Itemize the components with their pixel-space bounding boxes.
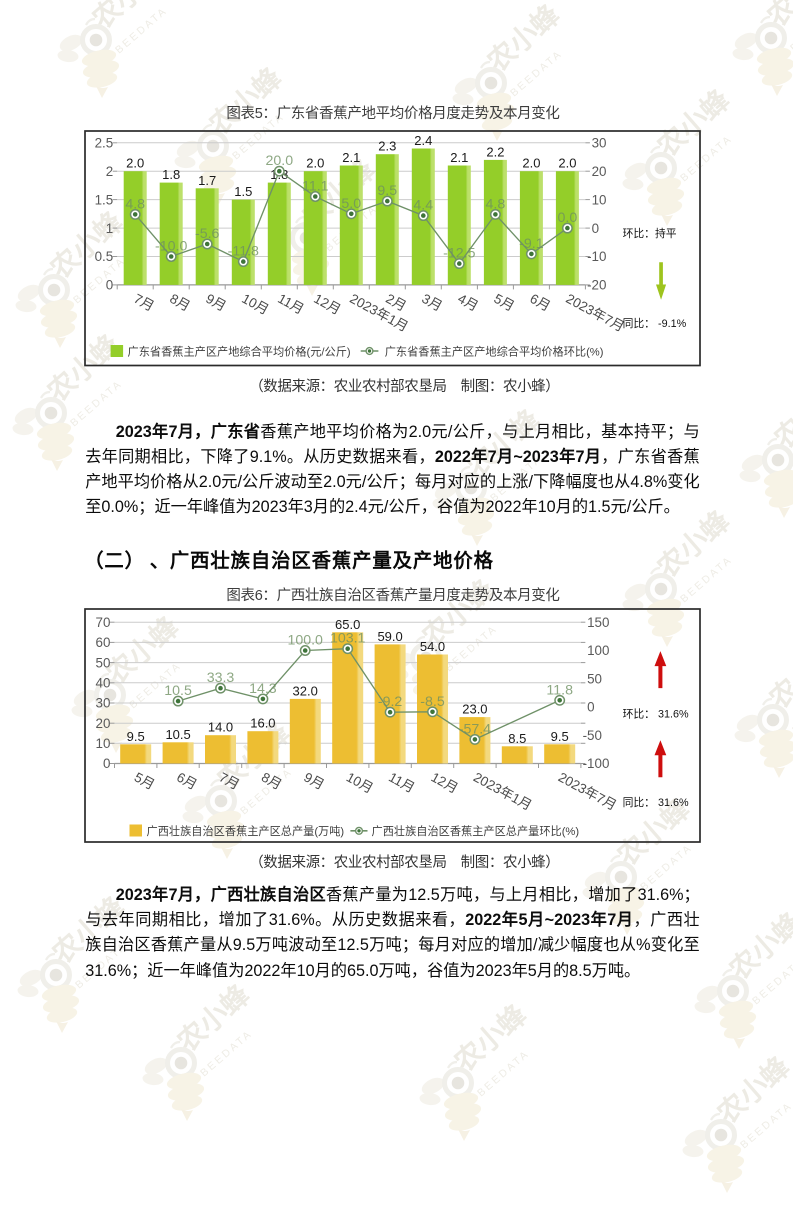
svg-text:0: 0 (587, 700, 594, 715)
svg-text:2.5: 2.5 (95, 136, 114, 151)
svg-text:20.0: 20.0 (265, 153, 293, 169)
svg-text:0: 0 (106, 278, 113, 293)
svg-text:0.5: 0.5 (95, 249, 114, 264)
svg-text:65.0: 65.0 (335, 617, 360, 632)
svg-text:30: 30 (592, 136, 607, 151)
svg-text:-10: -10 (587, 249, 606, 264)
svg-text:2.1: 2.1 (342, 150, 360, 165)
svg-text:16.0: 16.0 (250, 716, 275, 731)
svg-text:50: 50 (96, 655, 111, 670)
svg-text:1: 1 (106, 221, 113, 236)
svg-text:20: 20 (96, 716, 111, 731)
svg-text:广东省香蕉主产区产地综合平均价格环比(%): 广东省香蕉主产区产地综合平均价格环比(%) (385, 344, 604, 358)
svg-text:-8.5: -8.5 (420, 694, 445, 710)
svg-text:10.5: 10.5 (165, 727, 190, 742)
svg-text:0: 0 (103, 756, 110, 771)
svg-text:150: 150 (587, 615, 609, 630)
svg-text:7月: 7月 (217, 769, 242, 792)
svg-text:40: 40 (96, 676, 111, 691)
svg-text:14.0: 14.0 (208, 720, 233, 735)
svg-text:0: 0 (592, 221, 599, 236)
svg-text:60: 60 (96, 635, 111, 650)
svg-text:2.0: 2.0 (522, 156, 540, 171)
svg-text:103.1: 103.1 (330, 631, 366, 647)
svg-text:59.0: 59.0 (377, 629, 402, 644)
svg-text:2.2: 2.2 (486, 144, 504, 159)
svg-text:50: 50 (587, 671, 602, 686)
svg-text:1.5: 1.5 (234, 184, 252, 199)
svg-text:6月: 6月 (174, 769, 199, 792)
svg-text:-100: -100 (583, 756, 610, 771)
svg-text:-20: -20 (587, 278, 606, 293)
svg-text:2: 2 (106, 164, 113, 179)
svg-text:环比： 31.6%: 环比： 31.6% (623, 707, 689, 720)
svg-text:8月: 8月 (259, 769, 284, 792)
svg-text:广西壮族自治区香蕉主产区总产量(万吨): 广西壮族自治区香蕉主产区总产量(万吨) (147, 824, 345, 838)
svg-text:9.5: 9.5 (127, 729, 145, 744)
svg-text:-57.4: -57.4 (459, 721, 491, 737)
svg-text:30: 30 (96, 696, 111, 711)
svg-text:100: 100 (587, 643, 609, 658)
svg-text:10.5: 10.5 (164, 683, 192, 699)
svg-text:-5.6: -5.6 (195, 226, 220, 242)
svg-text:1.5: 1.5 (95, 192, 114, 207)
svg-text:70: 70 (96, 615, 111, 630)
svg-text:1.7: 1.7 (198, 173, 216, 188)
svg-text:9.5: 9.5 (551, 729, 569, 744)
svg-text:-10.0: -10.0 (155, 239, 187, 255)
svg-text:5月: 5月 (132, 769, 157, 792)
svg-text:同比： 31.6%: 同比： 31.6% (623, 796, 689, 809)
svg-text:-9.1: -9.1 (519, 236, 544, 252)
svg-text:-12.5: -12.5 (443, 246, 475, 262)
svg-text:-9.2: -9.2 (378, 694, 403, 710)
svg-text:4.4: 4.4 (413, 198, 433, 214)
svg-text:2.4: 2.4 (414, 133, 432, 148)
svg-text:9月: 9月 (301, 769, 326, 792)
svg-text:2.3: 2.3 (378, 139, 396, 154)
svg-text:11月: 11月 (386, 769, 417, 795)
svg-text:2.0: 2.0 (126, 156, 144, 171)
svg-text:广东省香蕉主产区产地综合平均价格(元/公斤): 广东省香蕉主产区产地综合平均价格(元/公斤) (128, 344, 351, 358)
svg-text:8.5: 8.5 (508, 731, 526, 746)
svg-text:4.8: 4.8 (486, 196, 506, 212)
svg-text:100.0: 100.0 (287, 633, 323, 649)
svg-text:10: 10 (592, 192, 607, 207)
svg-text:33.3: 33.3 (207, 670, 235, 686)
svg-text:14.3: 14.3 (249, 681, 277, 697)
svg-text:2023年1月: 2023年1月 (471, 769, 534, 813)
svg-text:11.1: 11.1 (302, 179, 329, 195)
svg-text:2.0: 2.0 (558, 156, 576, 171)
svg-text:同比： -9.1%: 同比： -9.1% (623, 317, 687, 330)
svg-text:10月: 10月 (344, 769, 376, 796)
svg-text:54.0: 54.0 (420, 639, 445, 654)
svg-text:4.8: 4.8 (125, 196, 145, 212)
svg-text:2.1: 2.1 (450, 150, 468, 165)
svg-text:10: 10 (96, 736, 111, 751)
svg-text:23.0: 23.0 (462, 702, 487, 717)
svg-text:-50: -50 (583, 728, 602, 743)
svg-text:5.0: 5.0 (341, 196, 361, 212)
svg-text:32.0: 32.0 (293, 683, 318, 698)
svg-text:2.0: 2.0 (306, 156, 324, 171)
svg-text:-11.8: -11.8 (228, 244, 259, 260)
svg-text:11.8: 11.8 (546, 682, 573, 698)
svg-text:20: 20 (592, 164, 607, 179)
svg-text:12月: 12月 (429, 769, 461, 796)
svg-text:1.8: 1.8 (162, 167, 180, 182)
svg-text:环比：持平: 环比：持平 (623, 226, 677, 240)
svg-text:0.0: 0.0 (558, 210, 578, 226)
svg-text:9.5: 9.5 (377, 183, 397, 199)
svg-text:广西壮族自治区香蕉主产区总产量环比(%): 广西壮族自治区香蕉主产区总产量环比(%) (372, 824, 580, 838)
svg-text:2023年7月: 2023年7月 (556, 769, 619, 813)
